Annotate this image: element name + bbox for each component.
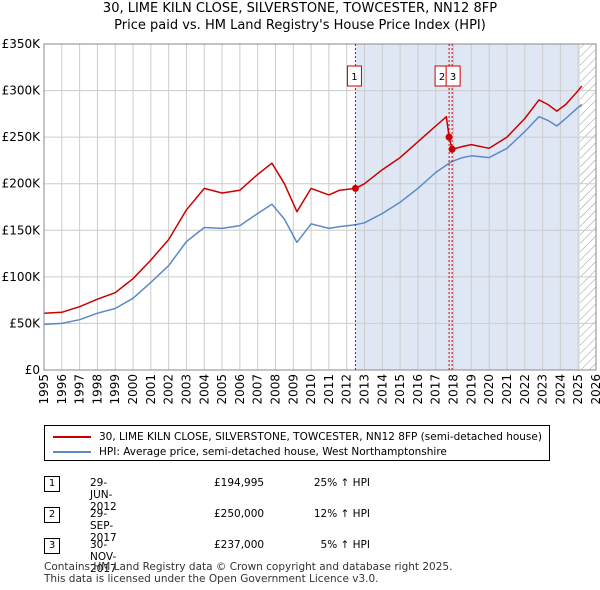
shaded-period [355, 44, 580, 370]
sale-point [351, 184, 359, 192]
sale-label-text: 1 [351, 72, 357, 83]
y-tick-label: £50K [9, 316, 41, 330]
transaction-number: 3 [44, 538, 60, 554]
y-tick-label: £250K [2, 130, 42, 144]
transaction-date: 29-JUN-2012 [90, 477, 117, 513]
sale-label-text: 3 [450, 72, 456, 83]
transaction-hpi-delta: 5% ↑ HPI [320, 539, 370, 551]
x-tick-label: 2020 [482, 374, 496, 405]
legend-swatch-property [53, 436, 91, 438]
x-tick-label: 2009 [286, 374, 300, 405]
transaction-price: £194,995 [214, 477, 265, 489]
x-tick-label: 2007 [251, 374, 265, 405]
transaction-number: 2 [44, 507, 60, 523]
x-tick-label: 2003 [179, 374, 193, 405]
x-tick-label: 2015 [393, 374, 407, 405]
x-tick-label: 2022 [518, 374, 532, 405]
x-tick-label: 1996 [55, 374, 69, 405]
x-tick-label: 1999 [108, 374, 122, 405]
chart-title-line2: Price paid vs. HM Land Registry's House … [114, 18, 486, 33]
x-tick-label: 2008 [268, 374, 282, 405]
x-tick-label: 1998 [90, 374, 104, 405]
hatched-future-region [579, 44, 596, 370]
transaction-hpi-delta: 12% ↑ HPI [313, 508, 370, 520]
y-tick-label: £0 [25, 363, 40, 377]
legend: 30, LIME KILN CLOSE, SILVERSTONE, TOWCES… [44, 425, 550, 461]
y-tick-label: £300K [2, 84, 42, 98]
x-tick-label: 2004 [197, 374, 211, 405]
y-tick-label: £150K [2, 223, 42, 237]
x-tick-label: 2016 [411, 374, 425, 405]
x-tick-label: 2011 [322, 374, 336, 405]
y-tick-label: £100K [2, 270, 42, 284]
x-tick-label: 2012 [340, 374, 354, 405]
x-tick-label: 2017 [429, 374, 443, 405]
legend-label-property: 30, LIME KILN CLOSE, SILVERSTONE, TOWCES… [99, 431, 542, 443]
sale-point [445, 133, 453, 141]
x-tick-label: 1997 [73, 374, 87, 405]
legend-label-hpi: HPI: Average price, semi-detached house,… [99, 446, 447, 458]
y-tick-label: £200K [2, 177, 42, 191]
transaction-number: 1 [44, 476, 60, 492]
x-tick-label: 2025 [571, 374, 585, 405]
chart-title-line1: 30, LIME KILN CLOSE, SILVERSTONE, TOWCES… [102, 1, 498, 16]
x-tick-label: 2006 [233, 374, 247, 405]
sale-label-box [346, 65, 362, 87]
x-tick-label: 2002 [162, 374, 176, 405]
sale-label-text: 2 [439, 72, 445, 83]
transaction-date: 29-SEP-2017 [90, 508, 117, 544]
x-tick-label: 2000 [126, 374, 140, 405]
y-tick-label: £350K [2, 37, 42, 51]
sale-point [448, 145, 456, 153]
footer-licence: This data is licensed under the Open Gov… [44, 573, 379, 585]
x-tick-label: 2026 [589, 374, 600, 405]
x-tick-label: 2001 [144, 374, 158, 405]
x-tick-label: 2010 [304, 374, 318, 405]
price-chart: £0 £50K £100K £150K £200K £250K £300K £350K 1995… [2, 37, 600, 405]
x-tick-label: 2023 [536, 374, 550, 405]
x-tick-label: 2013 [358, 374, 372, 405]
x-tick-label: 2005 [215, 374, 229, 405]
transaction-hpi-delta: 25% ↑ HPI [313, 477, 370, 489]
legend-item-hpi: HPI: Average price, semi-detached house,… [53, 444, 447, 460]
x-tick-label: 2019 [464, 374, 478, 405]
transaction-price: £237,000 [214, 539, 265, 551]
x-tick-label: 2021 [500, 374, 514, 405]
transaction-price: £250,000 [214, 508, 265, 520]
x-tick-label: 1995 [37, 374, 51, 405]
sale-label-box [445, 65, 461, 87]
x-tick-label: 2018 [447, 374, 461, 405]
footer-copyright: Contains HM Land Registry data © Crown c… [44, 561, 453, 573]
legend-item-property: 30, LIME KILN CLOSE, SILVERSTONE, TOWCES… [53, 429, 542, 445]
x-tick-label: 2024 [553, 374, 567, 405]
x-tick-label: 2014 [375, 374, 389, 405]
legend-swatch-hpi [53, 451, 91, 453]
transaction-date: 30-NOV-2017 [90, 539, 117, 575]
plot-frame [43, 43, 597, 371]
